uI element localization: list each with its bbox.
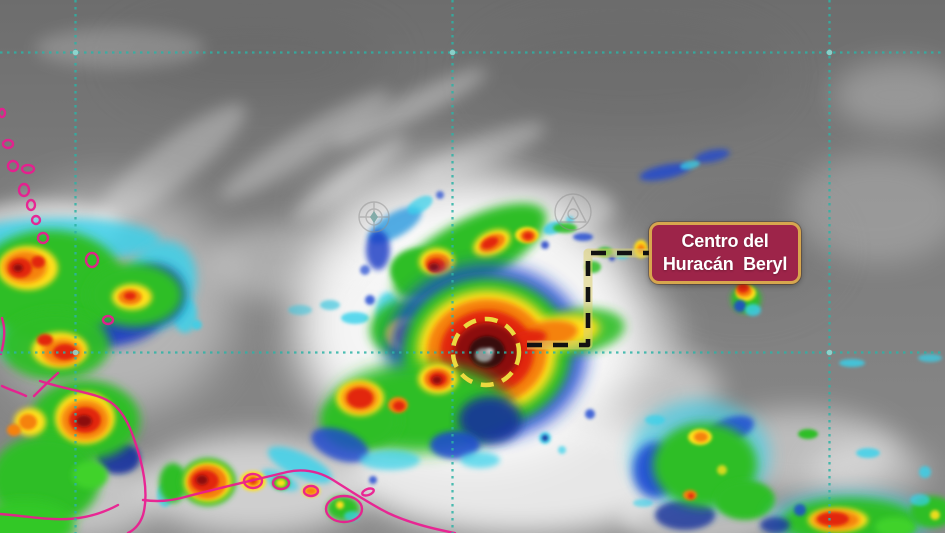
island-outline [84, 251, 100, 269]
convection-left-mass [0, 218, 202, 533]
coastline-paria [32, 371, 60, 398]
callout-connector [527, 248, 649, 350]
eye-marker-circle [450, 316, 522, 388]
coastline-fragment [0, 384, 28, 398]
island-outline [36, 231, 50, 245]
connector-dashes [527, 250, 649, 348]
callout-line1: Centro del [681, 230, 769, 251]
coastline-layer [0, 107, 457, 533]
coastline-venezuela-north [38, 379, 147, 533]
island-outline [1, 138, 15, 150]
grid-intersections [72, 49, 833, 356]
island-outline [0, 107, 7, 119]
island-outline [271, 475, 291, 491]
island-outline [101, 314, 115, 326]
hurricane-north-band [360, 191, 574, 301]
callout-line2: Huracán Beryl [662, 254, 788, 274]
island-outline [17, 182, 31, 198]
island-outline [30, 214, 42, 226]
island-outline [242, 472, 264, 490]
coastline-fragment [0, 316, 6, 356]
island-outline [6, 159, 20, 173]
island-outline [20, 163, 36, 175]
hurricane-callout: Centro del Huracán Beryl [649, 222, 801, 284]
convection-bottom-right [630, 400, 945, 533]
island-outline [302, 484, 320, 498]
island-outline [25, 198, 37, 212]
compass-watermark-icon [358, 201, 390, 233]
hurricane-eye-marker [450, 316, 522, 388]
island-outline-tobago [361, 487, 375, 497]
coastline-venezuela-east [141, 469, 457, 533]
island-outline-trinidad [324, 494, 364, 524]
hurricane-south-band [261, 363, 522, 492]
coastline-venezuela-west [0, 503, 120, 521]
trinity-watermark-icon [554, 193, 592, 231]
